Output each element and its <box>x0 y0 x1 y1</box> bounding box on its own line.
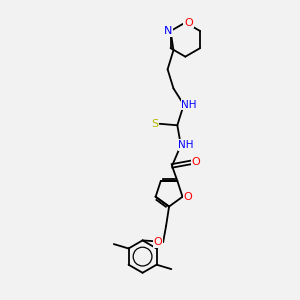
Text: O: O <box>154 237 162 247</box>
Text: O: O <box>183 192 192 202</box>
Text: NH: NH <box>178 140 194 150</box>
Text: O: O <box>184 17 193 28</box>
Text: O: O <box>192 158 200 167</box>
Text: NH: NH <box>181 100 197 110</box>
Text: N: N <box>164 26 172 36</box>
Text: S: S <box>152 119 158 129</box>
